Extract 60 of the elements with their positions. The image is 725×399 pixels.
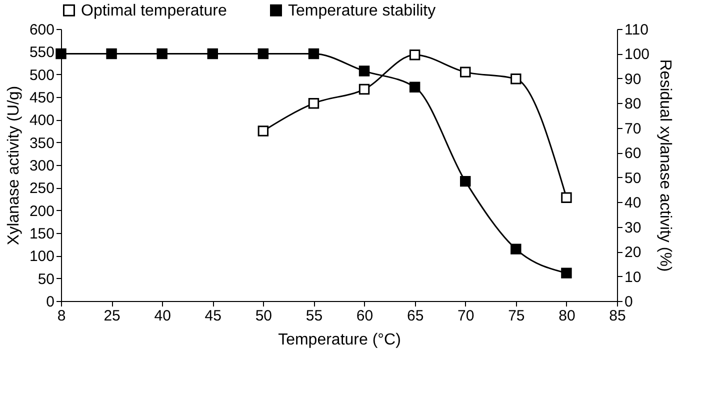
y-tick-label: 50 [38, 270, 54, 288]
x-tick-label: 80 [558, 308, 576, 324]
point [308, 98, 320, 109]
point [409, 82, 420, 92]
y2-tick-label: 80 [624, 96, 642, 113]
y2-tick-label: 0 [624, 294, 633, 310]
y2-axis-title: Residual xylanase activity (%) [656, 59, 674, 272]
point [106, 48, 117, 60]
point [460, 66, 471, 78]
point [358, 66, 370, 76]
point [308, 48, 320, 60]
y2-tick-label: 100 [624, 46, 650, 64]
y2-tick-label: 50 [624, 170, 642, 187]
point [561, 192, 572, 203]
x-tick-label: 50 [255, 308, 272, 324]
x-axis-title: Temperature (°C) [278, 332, 401, 348]
y-tick-label: 300 [29, 158, 54, 174]
y2-tick-label: 40 [624, 194, 642, 212]
point [460, 176, 471, 187]
x-tick-label: 85 [609, 308, 626, 324]
y-tick-label: 350 [29, 134, 54, 152]
x-tick-label: 25 [104, 308, 120, 324]
x-tick-label: 8 [57, 308, 66, 324]
y-tick-label: 150 [29, 226, 54, 242]
y2-tick-label: 90 [624, 70, 642, 88]
y-tick-label: 500 [29, 66, 54, 84]
point [409, 49, 420, 60]
x-tick-label: 75 [508, 308, 525, 324]
y-tick-label: 400 [29, 112, 54, 130]
y-tick-label: 200 [29, 202, 54, 220]
point [156, 48, 168, 60]
legend-label: Temperature stability [288, 2, 436, 20]
y-tick-label: 250 [29, 180, 54, 198]
point [510, 74, 522, 84]
point [510, 244, 522, 254]
y-tick-label: 600 [29, 22, 54, 38]
point [258, 48, 269, 60]
point [258, 126, 269, 136]
y-tick-label: 100 [29, 248, 54, 266]
point [207, 48, 218, 60]
y2-tick-label: 20 [624, 244, 642, 262]
point [358, 84, 370, 95]
y2-tick-label: 110 [624, 22, 648, 38]
legend-label: Optimal temperature [81, 2, 227, 20]
y2-tick-label: 10 [624, 268, 642, 286]
x-tick-label: 65 [406, 308, 424, 324]
x-tick-label: 40 [154, 308, 171, 324]
x-tick-label: 55 [306, 308, 323, 324]
x-tick-label: 70 [458, 308, 474, 324]
x-tick-label: 45 [204, 308, 222, 324]
y-tick-label: 450 [29, 90, 54, 106]
y2-tick-label: 60 [624, 145, 642, 162]
point [561, 268, 572, 278]
y-axis-title: Xylanase activity (U/g) [5, 86, 22, 246]
x-tick-label: 60 [356, 308, 374, 324]
y-tick-label: 0 [46, 294, 54, 310]
y2-tick-label: 70 [624, 120, 642, 138]
y2-tick-label: 30 [624, 219, 642, 236]
y-tick-label: 550 [29, 44, 54, 62]
point [56, 48, 66, 60]
